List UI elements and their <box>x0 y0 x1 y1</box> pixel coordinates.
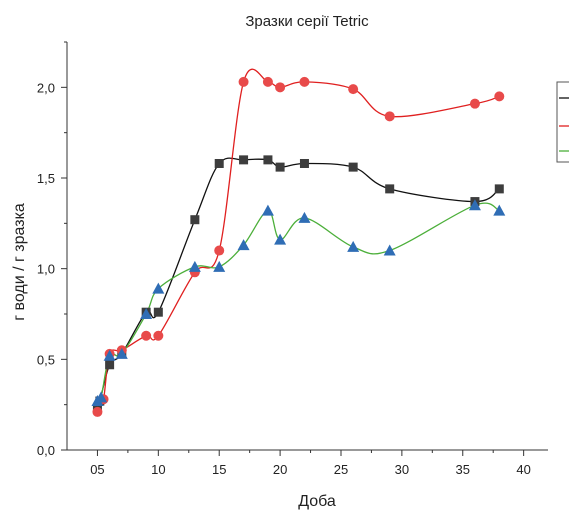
data-point-square <box>494 184 504 194</box>
data-point-triangle <box>383 244 396 256</box>
chart-title: Зразки серії Tetric <box>245 13 369 30</box>
data-point-square <box>239 155 249 165</box>
data-point-circle <box>214 245 225 256</box>
data-point-circle <box>299 76 310 87</box>
y-tick-label: 1,5 <box>37 171 55 186</box>
data-point-circle <box>153 330 164 341</box>
data-point-triangle <box>237 239 250 251</box>
series-line <box>96 68 500 413</box>
data-point-circle <box>348 84 359 95</box>
data-point-triangle <box>152 282 165 294</box>
y-tick-label: 0,0 <box>37 443 55 458</box>
data-point-square <box>214 158 224 168</box>
data-point-circle <box>238 76 249 87</box>
y-tick-label: 2,0 <box>37 80 55 95</box>
data-point-triangle <box>103 349 116 361</box>
data-point-triangle <box>493 204 506 216</box>
y-tick-label: 1,0 <box>37 262 55 277</box>
data-point-triangle <box>298 211 311 223</box>
legend-box <box>556 81 569 163</box>
data-point-circle <box>92 406 103 417</box>
data-point-triangle <box>274 233 287 245</box>
data-point-triangle <box>115 347 128 359</box>
x-tick-label: 30 <box>395 462 409 477</box>
x-tick-label: 05 <box>90 462 104 477</box>
data-point-triangle <box>347 240 360 252</box>
y-axis-label: г води / г зразка <box>11 203 28 321</box>
data-point-triangle <box>213 260 226 272</box>
x-tick-label: 20 <box>273 462 287 477</box>
data-point-triangle <box>188 260 201 272</box>
data-point-triangle <box>95 391 108 403</box>
data-point-square <box>385 184 395 194</box>
series-line <box>96 202 500 403</box>
data-point-circle <box>275 82 286 93</box>
series-line <box>96 157 500 409</box>
data-point-triangle <box>468 199 481 211</box>
data-point-circle <box>262 76 273 87</box>
x-tick-label: 40 <box>516 462 530 477</box>
series-lines <box>96 68 500 413</box>
legend <box>556 81 569 163</box>
x-tick-label: 25 <box>334 462 348 477</box>
data-point-triangle <box>140 308 153 319</box>
data-point-circle <box>384 111 395 122</box>
data-point-triangle <box>261 204 274 216</box>
data-point-square <box>263 155 273 165</box>
x-tick-label: 35 <box>456 462 470 477</box>
y-tick-label: 0,5 <box>37 352 55 367</box>
data-point-square <box>275 162 285 172</box>
x-axis-label: Доба <box>298 493 336 510</box>
axes: 0,0 0,5 1,0 1,5 2,0 05 10 15 20 25 30 35 40 <box>37 41 548 477</box>
x-tick-label: 15 <box>212 462 226 477</box>
data-point-square <box>190 215 200 225</box>
data-point-square <box>153 307 163 317</box>
data-point-circle <box>141 330 152 341</box>
data-point-square <box>299 158 309 168</box>
x-tick-label: 10 <box>151 462 165 477</box>
data-point-circle <box>494 91 505 102</box>
data-point-circle <box>469 98 480 109</box>
data-point-square <box>348 162 358 172</box>
series-markers <box>91 76 506 417</box>
data-point-square <box>105 360 115 370</box>
